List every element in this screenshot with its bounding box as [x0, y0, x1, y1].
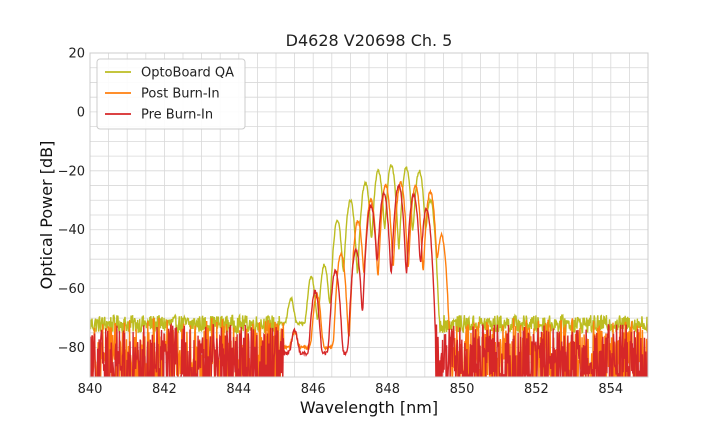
plot-frame — [89, 52, 649, 378]
x-tick-label: 852 — [524, 382, 549, 397]
y-tick-label: −40 — [58, 223, 85, 238]
y-tick-label: −80 — [58, 341, 85, 356]
x-tick-label: 840 — [78, 382, 103, 397]
x-tick-label: 842 — [152, 382, 177, 397]
legend-label: Post Burn-In — [141, 87, 220, 102]
legend-label: Pre Burn-In — [141, 108, 213, 123]
x-tick-label: 854 — [598, 382, 623, 397]
series-line-3 — [90, 184, 648, 377]
y-tick-label: −20 — [58, 164, 85, 179]
chart-title: D4628 V20698 Ch. 5 — [286, 31, 453, 50]
x-tick-label: 850 — [450, 382, 475, 397]
x-tick-label: 846 — [301, 382, 326, 397]
y-axis-title: Optical Power [dB] — [37, 141, 56, 290]
legend: OptoBoard QA Post Burn-In Pre Burn-In — [96, 58, 246, 130]
y-tick-label: 0 — [77, 105, 85, 120]
tick-labels: 840 842 844 846 848 850 852 854 −80 −60 −40 −20 0 20 — [58, 47, 624, 398]
y-tick-label: 20 — [68, 47, 85, 62]
legend-label: OptoBoard QA — [141, 66, 234, 81]
legend-box — [96, 58, 246, 130]
series-layer — [90, 164, 648, 377]
x-axis-title: Wavelength [nm] — [300, 398, 438, 417]
x-tick-label: 844 — [226, 382, 251, 397]
x-tick-label: 848 — [375, 382, 400, 397]
y-tick-label: −60 — [58, 282, 85, 297]
